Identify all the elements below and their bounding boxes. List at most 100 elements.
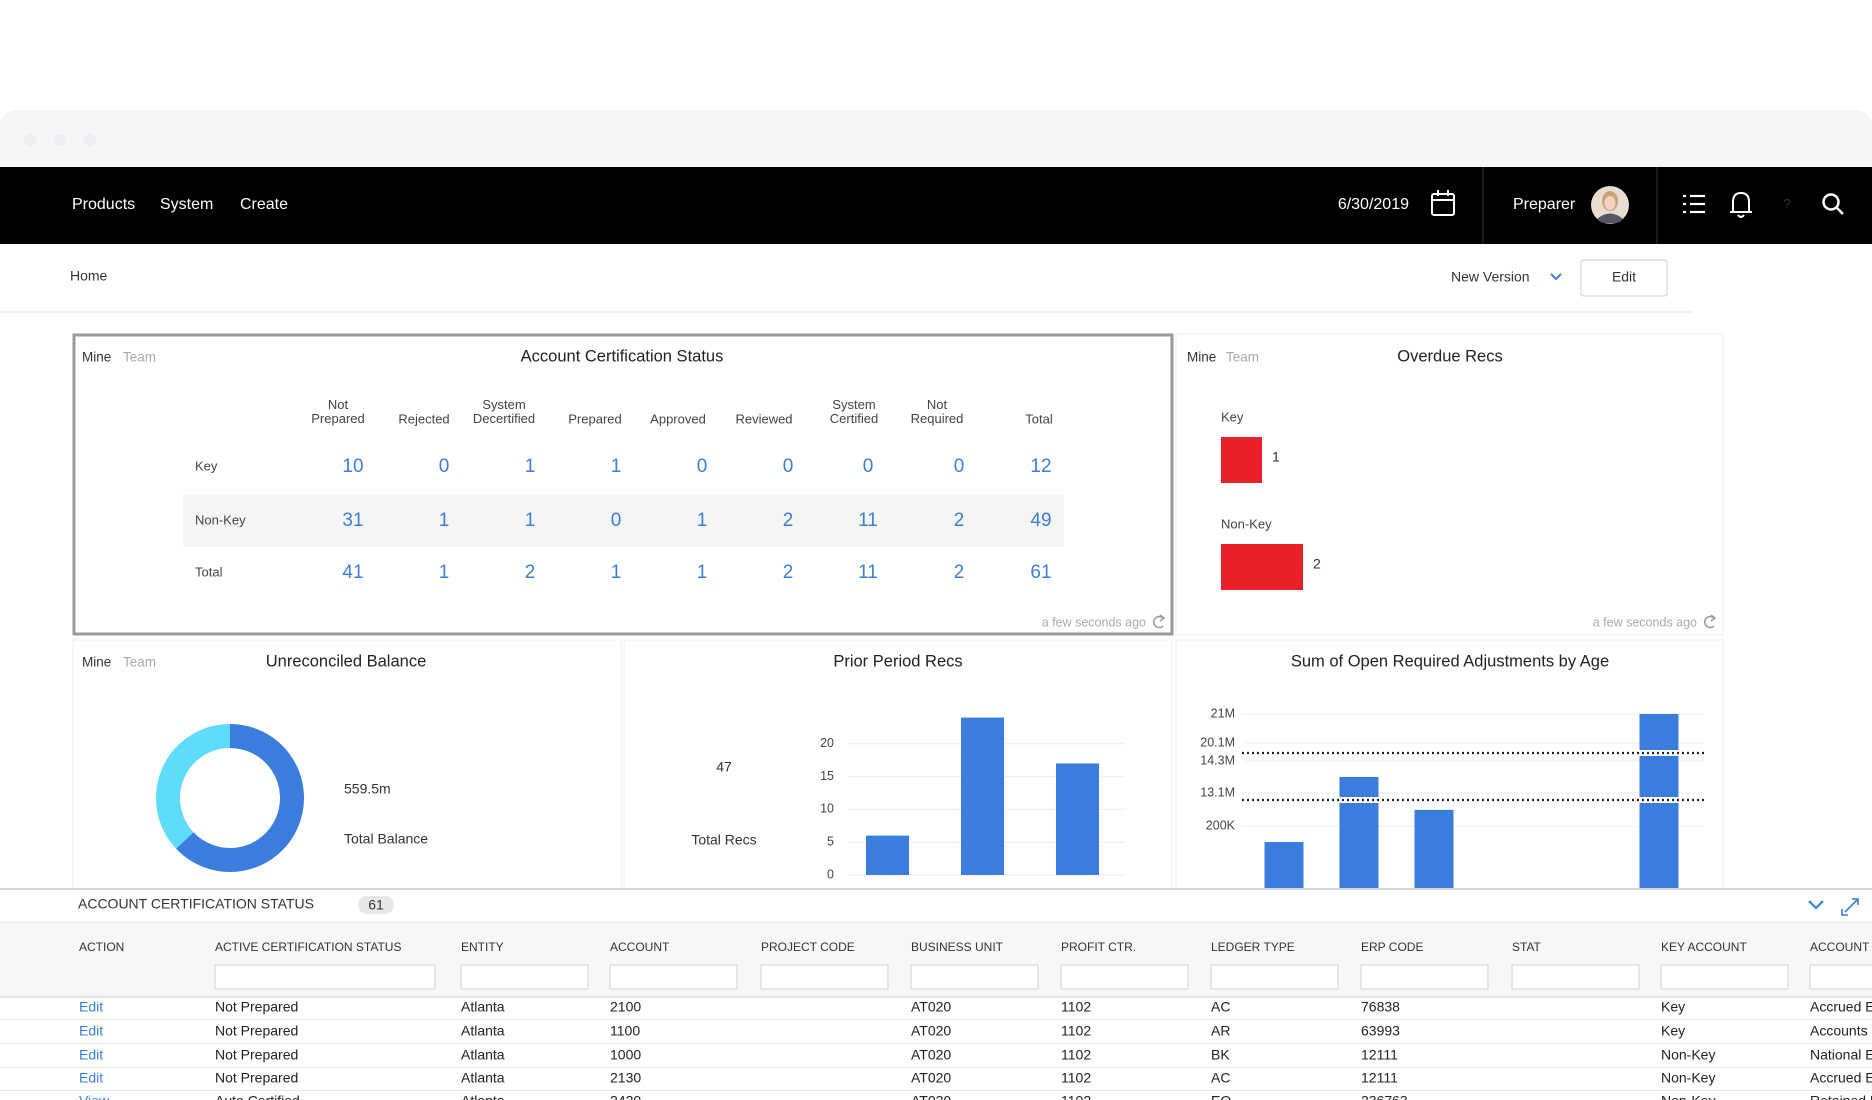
cell-value[interactable]: 0 [611,510,622,531]
cell-value[interactable]: 1 [439,562,450,583]
tab[interactable]: Mine [82,655,111,670]
column-header: Not Prepared [311,397,364,426]
cell-value[interactable]: 10 [342,456,363,477]
updated-note: a few seconds ago [1593,615,1697,629]
cell-value[interactable]: 0 [783,456,794,477]
dropdown-chevron[interactable] [1550,273,1562,281]
row-action[interactable]: Edit [79,1047,103,1063]
filter-input[interactable] [1511,964,1640,990]
help-icon[interactable]: ? [1783,196,1791,212]
cell-value[interactable]: 1 [525,510,536,531]
window-dot [54,134,66,146]
cell-value[interactable]: 11 [858,562,878,583]
column-header[interactable]: BUSINESS UNIT [911,940,1004,954]
new-version[interactable]: New Version [1451,269,1530,285]
column-header[interactable]: ACTIVE CERTIFICATION STATUS [215,940,401,954]
edit-button-label[interactable]: Edit [1612,269,1636,285]
cell-value[interactable]: 1 [611,562,622,583]
table-cell: AT020 [911,1023,951,1039]
tab[interactable]: Mine [1187,350,1216,365]
cell-value[interactable]: 31 [342,510,363,531]
cell-value[interactable]: 2 [783,562,794,583]
cell-value[interactable]: 49 [1030,510,1051,531]
nav-item[interactable]: Products [72,196,135,213]
cell-value[interactable]: 0 [954,456,965,477]
column-header[interactable]: KEY ACCOUNT [1661,940,1747,954]
edit-button[interactable] [1580,259,1668,297]
column-header[interactable]: ENTITY [461,940,504,954]
cell-value[interactable]: 1 [525,456,536,477]
bell-icon[interactable] [1730,191,1752,218]
nav-item[interactable]: Create [240,196,288,213]
cell-value[interactable]: 2 [954,562,965,583]
collapse-icon[interactable] [1808,900,1824,910]
bar [1264,842,1304,890]
column-header[interactable]: LEDGER TYPE [1211,940,1295,954]
cell-value[interactable]: 0 [439,456,450,477]
filter-input[interactable] [1210,964,1339,990]
avatar[interactable] [1591,186,1629,224]
list-icon[interactable] [1683,194,1705,214]
count-badge-label: 61 [368,897,384,913]
tab[interactable]: Team [1226,350,1259,365]
table-cell: Atlanta [461,1093,505,1100]
row-label: Key [195,458,218,473]
column-header: Prepared [568,411,621,426]
nav-date[interactable]: 6/30/2019 [1338,196,1409,213]
row-action[interactable]: Edit [79,1023,103,1039]
donut-segment [176,724,304,872]
row-action[interactable]: Edit [79,999,103,1015]
cell-value[interactable]: 1 [611,456,622,477]
filter-input[interactable] [1060,964,1189,990]
cell-value[interactable]: 61 [1030,562,1051,583]
refresh-icon[interactable] [1152,614,1166,629]
column-header[interactable]: ACTION [79,940,124,954]
column-header[interactable]: STAT [1512,940,1542,954]
filter-input[interactable] [1360,964,1489,990]
tab[interactable]: Team [123,350,156,365]
y-tick-label: 20.1M [1200,735,1235,749]
column-header[interactable]: PROJECT CODE [761,940,855,954]
tab[interactable]: Team [123,655,156,670]
cell-value[interactable]: 0 [697,456,708,477]
cell-value[interactable]: 2 [783,510,794,531]
column-header[interactable]: PROFIT CTR. [1061,940,1136,954]
cell-value[interactable]: 1 [697,510,708,531]
cell-value[interactable]: 12 [1030,456,1051,477]
table-cell: Atlanta [461,1023,505,1039]
filter-input[interactable] [760,964,889,990]
axis-breaks [1242,750,1704,803]
column-header[interactable]: ACCOUNT [610,940,670,954]
search-icon[interactable] [1822,193,1844,215]
y-tick-label: 10 [820,802,834,816]
column-header[interactable]: ERP CODE [1361,940,1423,954]
cell-value[interactable]: 0 [863,456,874,477]
expand-icon[interactable] [1841,898,1859,916]
cell-value[interactable]: 1 [697,562,708,583]
nav-item[interactable]: System [160,196,213,213]
cell-value[interactable]: 41 [342,562,363,583]
row-action[interactable]: View [79,1093,110,1100]
cell-value[interactable]: 2 [954,510,965,531]
cell-value[interactable]: 1 [439,510,450,531]
filter-input[interactable] [1809,964,1872,990]
count-badge [358,896,394,914]
tab[interactable]: Mine [82,350,111,365]
filter-input[interactable] [910,964,1039,990]
cell-value[interactable]: 11 [858,510,878,531]
filter-input[interactable] [609,964,738,990]
column-header: System Certified [830,397,878,426]
nav-role[interactable]: Preparer [1513,196,1576,213]
updated-note: a few seconds ago [1042,615,1146,629]
filter-input[interactable] [214,964,436,990]
refresh-icon[interactable] [1703,614,1717,629]
column-header[interactable]: ACCOUNT [1810,940,1870,954]
calendar-icon[interactable] [1431,190,1455,216]
row-action[interactable]: Edit [79,1070,103,1086]
table-cell: AT020 [911,1093,951,1100]
table-cell: Key [1661,1023,1685,1039]
filter-input[interactable] [460,964,589,990]
cell-value[interactable]: 2 [525,562,536,583]
filter-input[interactable] [1660,964,1789,990]
